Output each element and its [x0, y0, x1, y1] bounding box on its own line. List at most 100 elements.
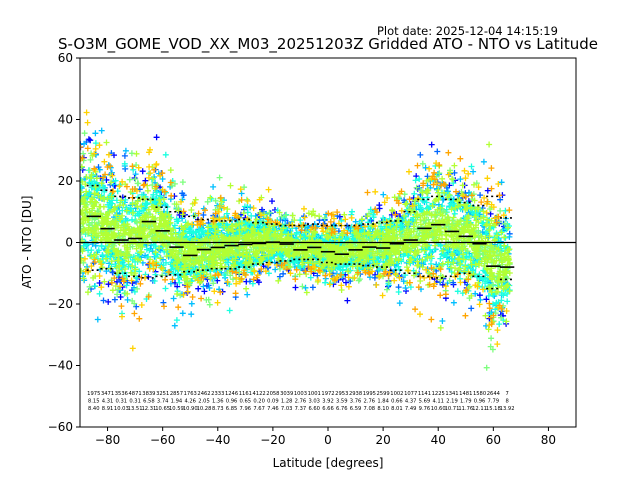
bin-stat-label: 2.76	[295, 399, 307, 405]
bin-stat-label: 8.91	[102, 406, 114, 412]
bin-stat-label: 10.90	[183, 406, 198, 412]
bin-stat-label: 8.01	[391, 406, 403, 412]
bin-stat-label: 2058	[266, 391, 279, 397]
bin-stat-label: 6.58	[143, 399, 155, 405]
bin-stat-label: 4.31	[102, 399, 114, 405]
y-tick-label: −20	[48, 297, 73, 311]
bin-stat-label: 0.31	[129, 399, 141, 405]
bin-stat-label: 1003	[294, 391, 307, 397]
bin-stat-label: 12.11	[472, 406, 487, 412]
y-tick-label: −40	[48, 359, 73, 373]
bin-count-labels: 19758.158.4034714.318.9135360.3110.03487…	[87, 391, 514, 412]
bin-stat-label: 9.76	[419, 406, 431, 412]
bin-stat-label: 8	[505, 399, 508, 405]
bin-stat-label: 10.59	[169, 406, 184, 412]
bin-stat-label: 3.59	[336, 399, 348, 405]
bin-stat-label: 3839	[142, 391, 155, 397]
bin-stat-label: 2.19	[446, 399, 458, 405]
bin-stat-label: 1.84	[377, 399, 389, 405]
x-axis-label: Latitude [degrees]	[273, 456, 384, 470]
bin-stat-label: 1972	[321, 391, 334, 397]
bin-stat-label: 1002	[390, 391, 403, 397]
bin-stat-label: 1225	[432, 391, 445, 397]
y-axis-label: ATO - NTO [DU]	[20, 196, 34, 289]
bin-stat-label: 7	[505, 391, 508, 397]
scatter-points	[80, 144, 513, 328]
bin-stat-label: 10.71	[445, 406, 460, 412]
bin-stat-label: 8.15	[88, 399, 100, 405]
y-tick-label: −60	[48, 420, 73, 434]
bin-stat-label: 6.66	[322, 406, 334, 412]
bin-stat-label: 3.76	[350, 399, 362, 405]
bin-stat-label: 0.20	[253, 399, 265, 405]
bin-stat-label: 4871	[129, 391, 142, 397]
bin-stat-label: 0.65	[240, 399, 252, 405]
bin-stat-label: 2938	[349, 391, 362, 397]
bin-stat-label: 2599	[377, 391, 390, 397]
bin-stat-label: 1246	[225, 391, 238, 397]
bin-stat-label: 1763	[184, 391, 197, 397]
bin-stat-label: 6.59	[350, 406, 362, 412]
bin-stat-label: 4.11	[432, 399, 444, 405]
bin-stat-label: 3536	[115, 391, 128, 397]
bin-stat-label: 7.46	[267, 406, 279, 412]
bin-stat-label: 1580	[473, 391, 486, 397]
bin-stat-label: 1481	[459, 391, 472, 397]
bin-stat-label: 1161	[239, 391, 252, 397]
scatter-layer	[80, 109, 513, 371]
scatter-points	[80, 139, 513, 333]
x-tick-label: −40	[205, 433, 230, 447]
bin-stat-label: 10.03	[114, 406, 129, 412]
bin-stat-label: 1.79	[460, 399, 472, 405]
bin-stat-label: 5.69	[419, 399, 431, 405]
y-axis-ticks: −60 −40 −20 0 20 40 60	[48, 51, 80, 434]
bin-stat-label: 7.49	[405, 406, 417, 412]
x-tick-label: 80	[541, 433, 556, 447]
y-tick-label: 40	[58, 113, 73, 127]
bin-stat-label: 1975	[87, 391, 100, 397]
bin-stat-label: 8.10	[377, 406, 389, 412]
bin-stat-label: 4.37	[405, 399, 417, 405]
bin-stat-label: 3039	[280, 391, 293, 397]
bin-stat-label: 0.09	[267, 399, 279, 405]
bin-stat-label: 8.73	[212, 406, 224, 412]
x-tick-label: 20	[375, 433, 390, 447]
bin-stat-label: 0.96	[226, 399, 238, 405]
bin-stat-label: 1077	[404, 391, 417, 397]
x-tick-label: 40	[431, 433, 446, 447]
x-tick-label: −80	[95, 433, 120, 447]
bin-stat-label: 1.36	[212, 399, 224, 405]
bin-stat-label: 1141	[418, 391, 431, 397]
plot-date: Plot date: 2025-12-04 14:15:19	[377, 24, 558, 38]
bin-stat-label: 1.94	[171, 399, 183, 405]
bin-stat-label: 1995	[363, 391, 376, 397]
bin-stat-label: 2.05	[198, 399, 210, 405]
bin-stat-label: 2333	[211, 391, 224, 397]
x-tick-label: 0	[324, 433, 332, 447]
bin-stat-label: 13.92	[500, 406, 515, 412]
bin-stat-label: 2462	[197, 391, 210, 397]
bin-stat-label: 7.67	[253, 406, 265, 412]
bin-stat-label: 7.37	[295, 406, 307, 412]
x-tick-label: −60	[150, 433, 175, 447]
y-tick-label: 0	[65, 236, 73, 250]
bin-stat-label: 4122	[253, 391, 266, 397]
y-tick-label: 20	[58, 174, 73, 188]
bin-stat-label: 7.08	[364, 406, 376, 412]
bin-stat-label: 1.28	[281, 399, 293, 405]
chart-title: S-O3M_GOME_VOD_XX_M03_20251203Z Gridded …	[58, 35, 598, 54]
bin-stat-label: 2857	[170, 391, 183, 397]
bin-stat-label: 10.60	[431, 406, 446, 412]
bin-stat-label: 4.26	[184, 399, 196, 405]
x-axis-ticks: −80 −60 −40 −20 0 20 40 60 80	[95, 427, 556, 447]
bin-stat-label: 3.74	[157, 399, 169, 405]
x-tick-label: 60	[486, 433, 501, 447]
bin-stat-label: 3.92	[322, 399, 334, 405]
bin-stat-label: 7.79	[488, 399, 500, 405]
bin-stat-label: 2644	[487, 391, 501, 397]
bin-stat-label: 11.76	[458, 406, 473, 412]
bin-stat-label: 3471	[101, 391, 114, 397]
bin-statistics-layer	[86, 184, 515, 290]
bin-stat-label: 12.31	[141, 406, 156, 412]
